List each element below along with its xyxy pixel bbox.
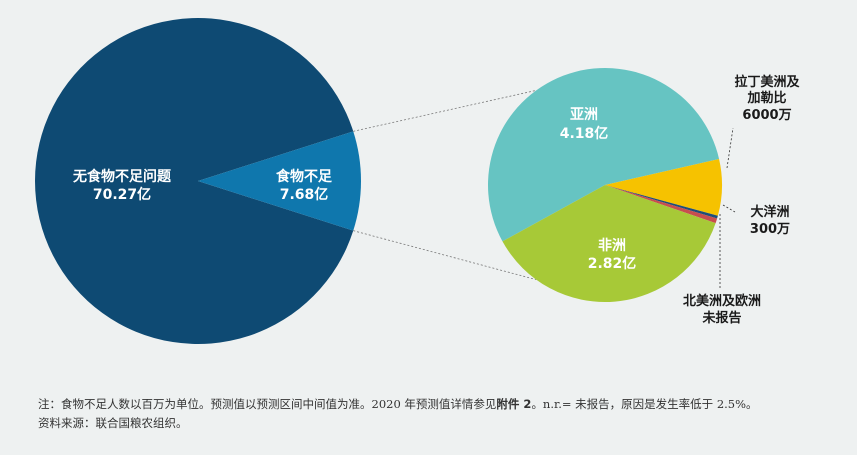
connector-lines <box>353 89 537 281</box>
slice-value-africa: 2.82亿 <box>588 255 637 272</box>
slice-asia <box>488 68 720 242</box>
slice-no-hunger <box>35 17 354 344</box>
slice-value-no-hunger: 70.27亿 <box>93 186 151 203</box>
slice-undernourished <box>198 131 361 231</box>
slice-label-na-europe-line2: 未报告 <box>701 310 741 326</box>
slice-label-oceania: 大洋洲 <box>750 204 789 220</box>
leader-line-oceania <box>722 204 736 213</box>
slice-oceania <box>605 185 718 219</box>
footnote: 注：食物不足人数以百万为单位。预测值以预测区间中间值为准。2020 年预测值详情… <box>38 395 838 433</box>
pie-chart: 无食物不足问题 70.27亿 食物不足 7.68亿 亚洲 4.18亿 非洲 2.… <box>35 17 800 344</box>
slice-value-undernourished: 7.68亿 <box>280 186 329 203</box>
slice-africa <box>502 185 716 303</box>
footnote-source: 资料来源：联合国粮农组织。 <box>38 416 188 430</box>
slice-label-latam-line2: 加勒比 <box>746 90 786 106</box>
leader-line-latam <box>726 127 734 169</box>
slice-na-europe <box>605 185 718 224</box>
slice-label-asia: 亚洲 <box>570 107 598 123</box>
connector-bottom <box>353 230 537 281</box>
detail-pie <box>488 68 722 303</box>
slice-value-latam: 6000万 <box>742 108 791 123</box>
connector-top <box>353 89 537 132</box>
slice-latam <box>605 158 722 216</box>
slice-value-asia: 4.18亿 <box>560 125 609 142</box>
main-pie <box>35 17 361 344</box>
slice-label-undernourished: 食物不足 <box>276 168 333 185</box>
slice-label-no-hunger: 无食物不足问题 <box>72 168 172 185</box>
slice-label-na-europe-line1: 北美洲及欧洲 <box>683 293 761 309</box>
slice-value-oceania: 300万 <box>750 222 790 237</box>
footnote-note: 注：食物不足人数以百万为单位。预测值以预测区间中间值为准。2020 年预测值详情… <box>38 397 758 411</box>
slice-label-latam-line1: 拉丁美洲及 <box>734 74 800 90</box>
slice-label-africa: 非洲 <box>598 237 626 254</box>
